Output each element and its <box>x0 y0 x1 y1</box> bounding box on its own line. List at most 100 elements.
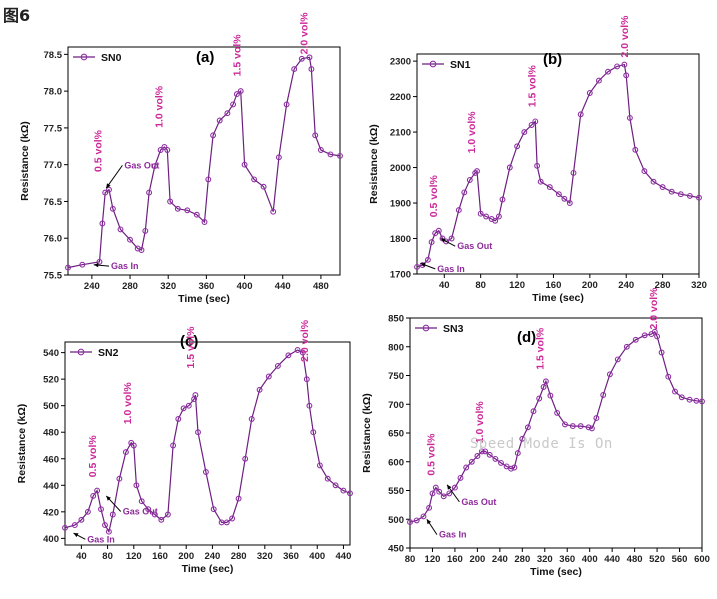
x-tick-label: 80 <box>475 280 486 291</box>
x-tick-label: 160 <box>152 551 168 562</box>
data-point <box>242 455 249 462</box>
data-point <box>524 424 531 431</box>
data-point <box>151 163 158 170</box>
data-point <box>699 398 705 405</box>
concentration-annotation: 2.0 vol% <box>648 287 660 330</box>
x-tick-label: 160 <box>546 280 562 291</box>
gas-out-arrowhead <box>447 484 452 490</box>
legend-label: SN1 <box>450 59 471 71</box>
data-point <box>506 164 513 171</box>
data-point <box>542 378 549 385</box>
data-point <box>641 332 648 339</box>
data-point <box>233 91 240 98</box>
data-point <box>407 519 413 526</box>
data-point <box>461 189 468 196</box>
data-point <box>495 213 502 220</box>
gas-in-label: Gas In <box>111 261 139 271</box>
data-point <box>577 111 584 118</box>
data-point <box>306 402 313 409</box>
data-point <box>324 475 331 482</box>
data-point <box>185 402 192 409</box>
x-tick-label: 40 <box>76 551 87 562</box>
gas-out-label: Gas Out <box>461 497 496 507</box>
data-point <box>167 198 174 205</box>
data-point <box>499 196 506 203</box>
gas-out-arrowhead <box>106 183 111 189</box>
x-axis-title: Time (sec) <box>530 566 582 578</box>
gas-in-arrowhead <box>426 519 432 525</box>
data-point <box>270 208 277 215</box>
data-point <box>466 177 473 183</box>
data-point <box>78 516 85 523</box>
y-tick-label: 600 <box>388 457 404 468</box>
x-tick-label: 560 <box>672 554 688 565</box>
data-point <box>623 343 630 350</box>
data-point <box>170 442 177 449</box>
data-point <box>275 154 282 161</box>
x-tick-label: 280 <box>231 551 247 562</box>
plot-frame <box>64 341 351 546</box>
y-tick-label: 850 <box>388 314 404 325</box>
legend-label: SN0 <box>101 52 122 64</box>
data-point <box>540 384 547 390</box>
data-point <box>614 63 621 70</box>
legend-label: SN3 <box>443 323 464 335</box>
data-point <box>90 492 97 499</box>
y-tick-label: 77.0 <box>44 160 63 171</box>
data-point <box>468 458 475 465</box>
x-tick-label: 440 <box>604 554 620 565</box>
x-tick-label: 200 <box>582 280 598 291</box>
data-point <box>294 347 301 353</box>
data-point <box>127 236 133 243</box>
x-tick-label: 40 <box>439 280 450 291</box>
y-tick-label: 500 <box>388 515 404 526</box>
data-point <box>195 429 201 436</box>
x-tick-label: 520 <box>649 554 665 565</box>
y-tick-label: 1700 <box>390 270 411 281</box>
data-point <box>164 147 171 153</box>
data-point <box>138 247 145 253</box>
data-point <box>446 490 453 497</box>
data-point <box>210 132 217 139</box>
gas-out-arrowhead <box>106 495 111 501</box>
series-line <box>416 63 700 268</box>
data-point <box>216 117 223 124</box>
y-tick-label: 460 <box>43 454 59 465</box>
data-point <box>413 517 420 524</box>
data-point <box>693 397 700 404</box>
data-point <box>229 515 236 522</box>
data-point <box>528 122 535 128</box>
data-point <box>79 261 86 268</box>
panel-label: (a) <box>196 49 214 66</box>
x-tick-label: 600 <box>694 554 710 565</box>
data-point <box>223 519 230 526</box>
data-point <box>201 219 208 225</box>
concentration-annotation: 1.0 vol% <box>154 85 166 128</box>
data-point <box>547 392 554 399</box>
x-tick-label: 80 <box>102 551 113 562</box>
data-point <box>327 151 334 158</box>
data-point <box>316 462 323 469</box>
data-point <box>251 176 258 183</box>
data-point <box>626 114 633 121</box>
data-point <box>503 463 510 470</box>
data-point <box>530 408 537 415</box>
data-point <box>347 490 353 497</box>
x-tick-label: 320 <box>537 554 553 565</box>
data-point <box>71 522 78 529</box>
data-point <box>514 450 521 457</box>
data-point <box>498 459 504 466</box>
data-point <box>142 227 149 234</box>
data-point <box>554 409 561 416</box>
y-tick-label: 75.5 <box>44 271 63 282</box>
x-tick-label: 240 <box>618 280 634 291</box>
data-point <box>306 54 313 61</box>
x-tick-label: 360 <box>198 281 214 292</box>
legend-label: SN2 <box>98 347 119 359</box>
data-point <box>340 487 347 494</box>
concentration-annotation: 1.5 vol% <box>185 326 197 369</box>
y-tick-label: 500 <box>43 401 59 412</box>
data-point <box>274 362 281 369</box>
x-tick-label: 240 <box>84 281 100 292</box>
data-point <box>654 333 661 340</box>
